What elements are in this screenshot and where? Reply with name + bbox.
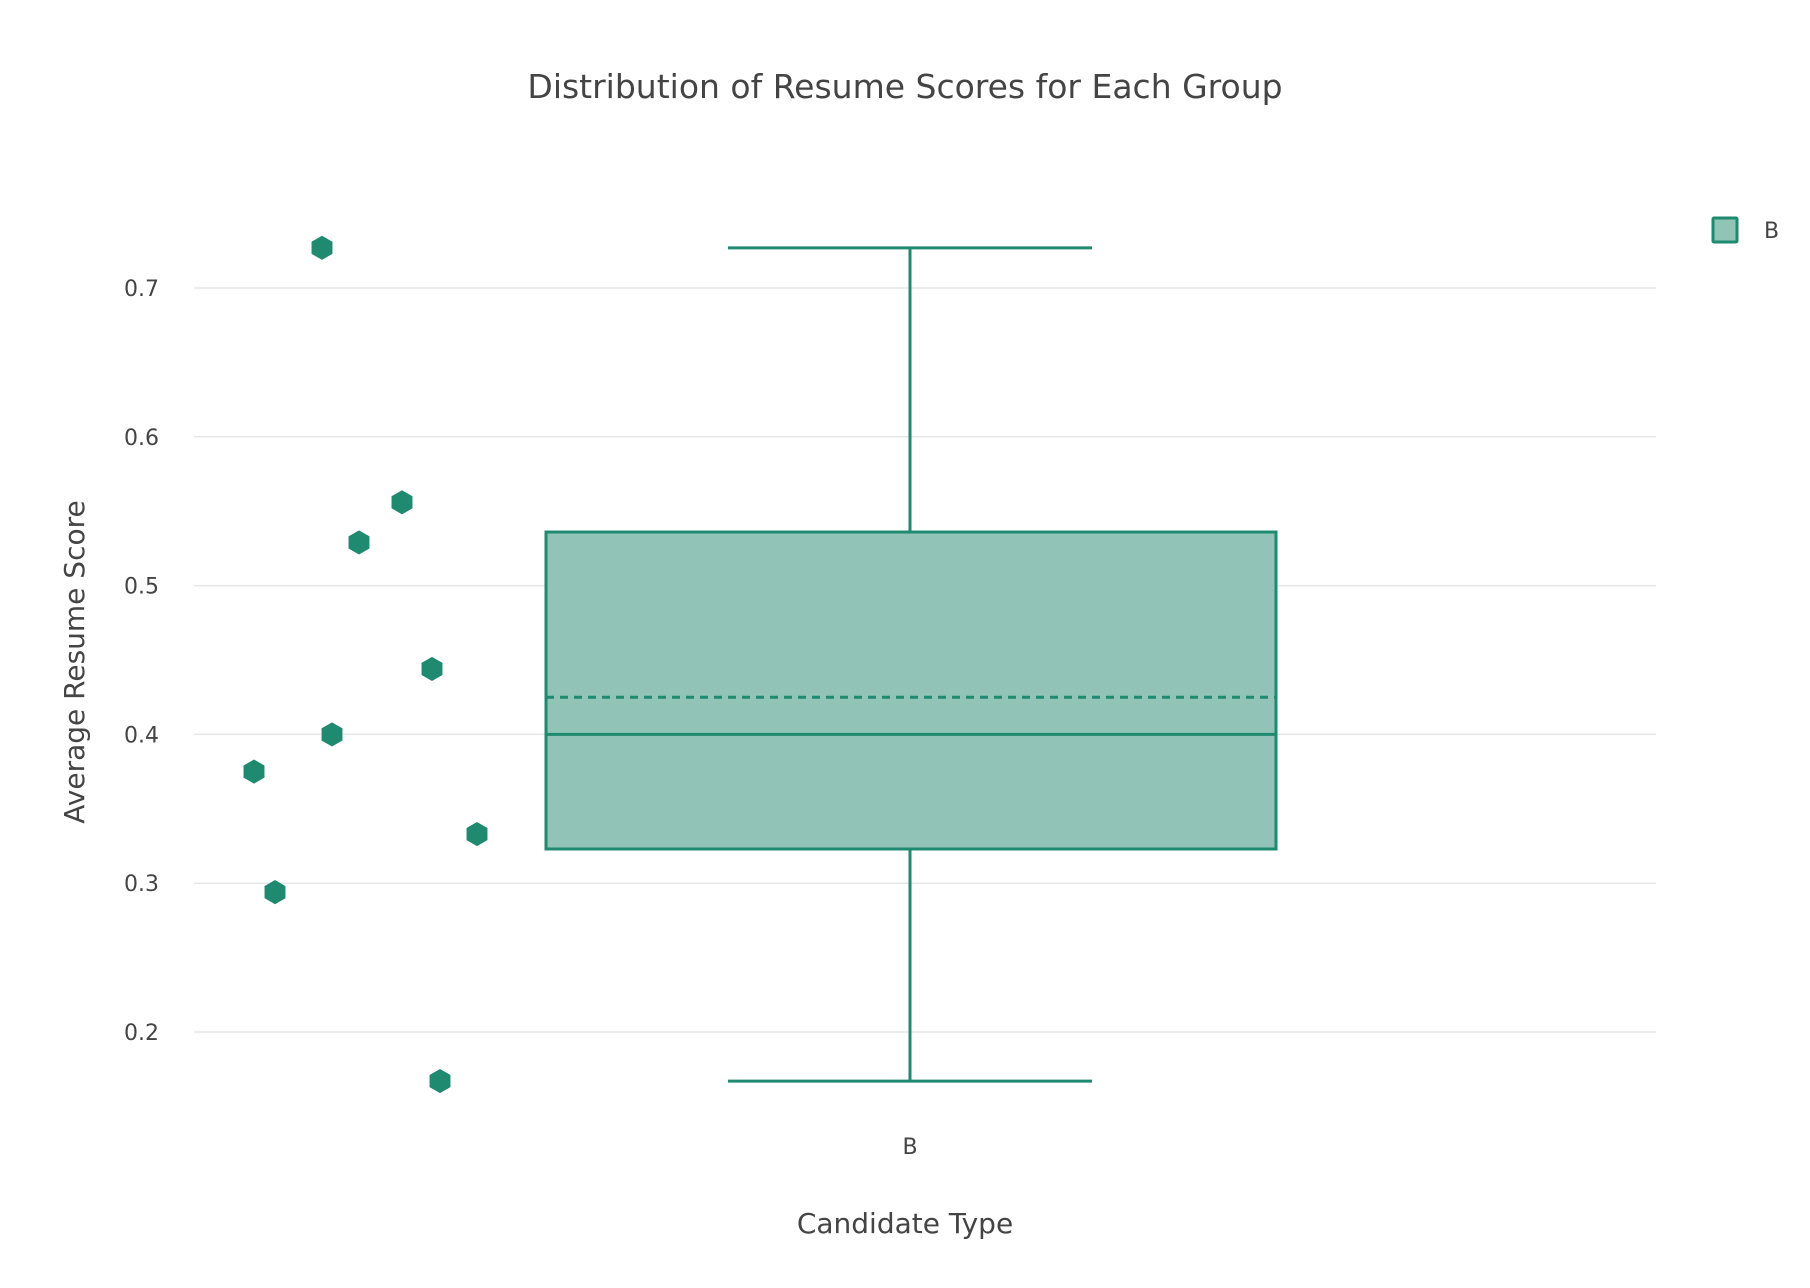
legend-label-B[interactable]: B (1764, 219, 1779, 244)
data-point[interactable] (321, 722, 343, 747)
y-tick-layer: 0.2 0.3 0.4 0.5 0.6 0.7 (124, 277, 159, 1046)
y-tick-label: 0.2 (124, 1021, 159, 1046)
legend[interactable]: B (1711, 216, 1779, 244)
y-axis-title: Average Resume Score (58, 500, 91, 823)
x-axis-title: Candidate Type (797, 1207, 1013, 1240)
plot-layer (243, 235, 1278, 1094)
y-tick-label: 0.5 (124, 575, 159, 600)
data-point[interactable] (391, 490, 413, 515)
data-point[interactable] (429, 1069, 451, 1094)
x-tick-label: B (902, 1135, 917, 1160)
data-point[interactable] (421, 656, 443, 682)
chart-title: Distribution of Resume Scores for Each G… (527, 67, 1282, 106)
y-tick-label: 0.3 (124, 872, 159, 897)
y-tick-label: 0.4 (124, 723, 159, 748)
data-point[interactable] (264, 880, 286, 905)
interquartile-box[interactable] (544, 530, 1278, 851)
data-point[interactable] (243, 759, 265, 784)
y-tick-label: 0.6 (124, 426, 159, 451)
data-point[interactable] (311, 235, 333, 260)
legend-swatch-B[interactable] (1711, 216, 1739, 244)
data-point[interactable] (348, 530, 370, 555)
y-tick-label: 0.7 (124, 277, 159, 302)
data-point[interactable] (466, 822, 488, 847)
